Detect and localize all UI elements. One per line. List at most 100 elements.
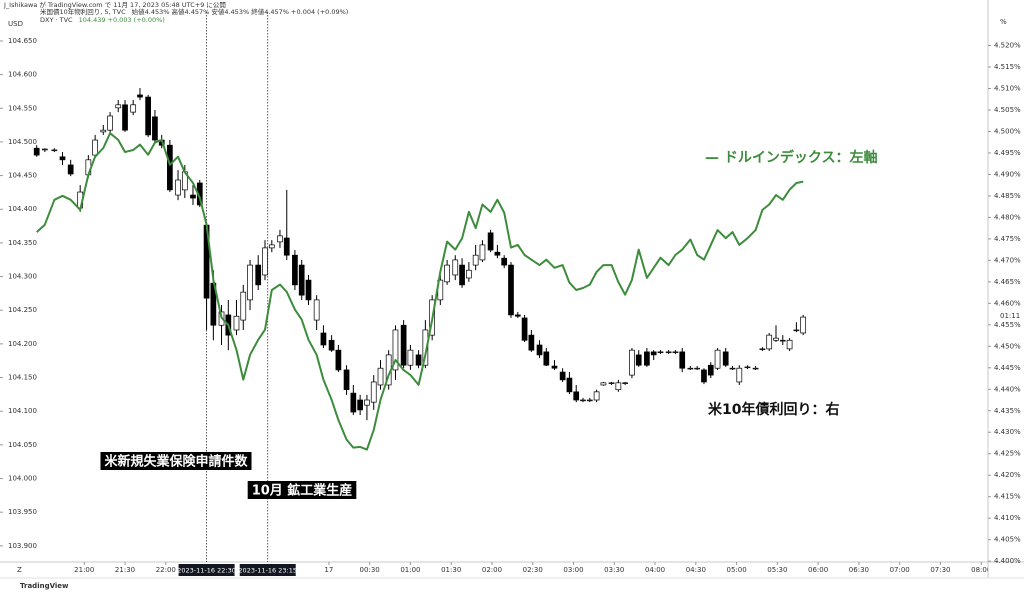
candle-body (407, 349, 414, 366)
candle-body (175, 179, 181, 196)
candle-body (752, 367, 759, 370)
y2-tick-label: 4.420% (994, 471, 1021, 479)
annotation: 10月 鉱工業生産 (252, 483, 353, 499)
candle-body (672, 351, 679, 354)
candle-body (622, 382, 628, 384)
candle-body (247, 264, 253, 301)
candle-body (665, 351, 672, 354)
candle-body (167, 144, 173, 191)
candle-body (392, 329, 399, 371)
y2-tick-label: 4.510% (994, 84, 1021, 92)
y2-tick-label: 4.400% (994, 557, 1021, 565)
candle-body (335, 349, 342, 371)
candle-body (262, 247, 268, 276)
candle-body (51, 149, 58, 152)
candle-body (707, 364, 714, 376)
candle-body (350, 392, 357, 413)
candle-body (137, 94, 143, 98)
candle-body (566, 377, 573, 393)
candle-body (320, 332, 327, 346)
candle-body (687, 367, 694, 370)
candle-body (736, 367, 743, 383)
x-tick-label: 01:00 (400, 566, 420, 574)
x-tick-label: 02:30 (523, 566, 543, 574)
annotation: 米10年債利回り：右 (708, 401, 839, 418)
candle-body (59, 156, 66, 161)
candle-body (508, 264, 514, 316)
y2-tick-label: 4.475% (994, 235, 1021, 243)
candle-body (536, 344, 543, 356)
y-tick-label: 103.900 (8, 542, 37, 550)
y2-tick-label: 4.430% (994, 428, 1021, 436)
candle-body (479, 244, 486, 261)
y-tick-label: 104.250 (8, 306, 37, 314)
candle-body (268, 244, 275, 249)
y2-tick-label: 4.480% (994, 213, 1021, 221)
candle-body (328, 339, 335, 351)
x-tick-label: 07:00 (890, 566, 910, 574)
y-tick-label: 104.150 (8, 374, 37, 382)
candle-body (472, 254, 479, 266)
x-tick-label: 17 (324, 566, 333, 574)
candle-body (487, 232, 494, 251)
candle-body (800, 316, 807, 334)
y2-tick-label: 4.450% (994, 342, 1021, 350)
dxy-line (36, 132, 804, 451)
y2-unit: % (1000, 18, 1007, 26)
x-tick-label: 04:30 (686, 566, 706, 574)
x-tick-label: 02:00 (482, 566, 502, 574)
candle-body (543, 351, 550, 366)
y-tick-label: 104.650 (8, 37, 37, 45)
y-unit: USD (8, 20, 23, 28)
annotation-box (247, 481, 357, 499)
header: J_Ishikawa が TradingView.com で 11月 17, 2… (3, 0, 226, 9)
candle-body (657, 351, 664, 354)
candle-body (277, 235, 283, 243)
y2-tick-label: 4.465% (994, 278, 1021, 286)
y-tick-label: 104.350 (8, 239, 37, 247)
candle-body (793, 329, 800, 332)
x-tick-label: 22:00 (156, 566, 176, 574)
x-tick-label: 05:00 (726, 566, 746, 574)
candle-body (644, 351, 650, 366)
zoom-icon[interactable]: Z (17, 566, 22, 574)
y2-tick-label: 4.500% (994, 127, 1021, 135)
candle-body (41, 148, 48, 151)
y2-tick-label: 4.415% (994, 493, 1021, 501)
x-tick-label: 06:00 (808, 566, 828, 574)
candle-body (298, 264, 305, 296)
x-tick-label: 03:00 (563, 566, 583, 574)
y2-tick-label: 4.460% (994, 299, 1021, 307)
candle-body (521, 317, 528, 341)
annotation: — ドルインデックス：左軸 (705, 149, 877, 166)
legend-info: 始値4.453% 高値4.457% 安値4.453% 終値4.457% +0.0… (132, 7, 349, 16)
candle-body (528, 334, 535, 351)
annotation-box (100, 452, 252, 470)
candle-body (466, 269, 472, 279)
x-tick-label: 04:00 (645, 566, 665, 574)
candle-body (786, 339, 793, 350)
y-tick-label: 104.500 (8, 138, 37, 146)
y-tick-label: 104.450 (8, 172, 37, 180)
y-tick-label: 104.300 (8, 273, 37, 281)
candle-body (573, 391, 580, 401)
x-tick-label: 06:30 (849, 566, 869, 574)
candle-body (370, 381, 377, 403)
y2-tick-label: 4.425% (994, 450, 1021, 458)
plot-area: 21:00 21:30 22:00 17 00:30 01:00 01:30 02:00 02:… (33, 12, 988, 576)
y2-tick-label: 4.515% (994, 63, 1021, 71)
legend-name: 米国債10年物利回り, 5, TVC (40, 7, 126, 16)
event-label: 2023-11-16 23:15 (238, 567, 297, 575)
candle-body (130, 104, 137, 113)
candle-body (240, 291, 247, 321)
candle-body (608, 382, 615, 384)
y2-tick-label: 4.405% (994, 536, 1021, 544)
candle-body (459, 264, 465, 286)
candle-body (514, 314, 521, 317)
event-label-bg (178, 564, 235, 576)
candle-body (122, 104, 128, 131)
y2-tick-label: 4.470% (994, 256, 1021, 264)
candle-body (33, 147, 40, 156)
candle-body (586, 399, 593, 402)
candle-body (759, 348, 766, 351)
